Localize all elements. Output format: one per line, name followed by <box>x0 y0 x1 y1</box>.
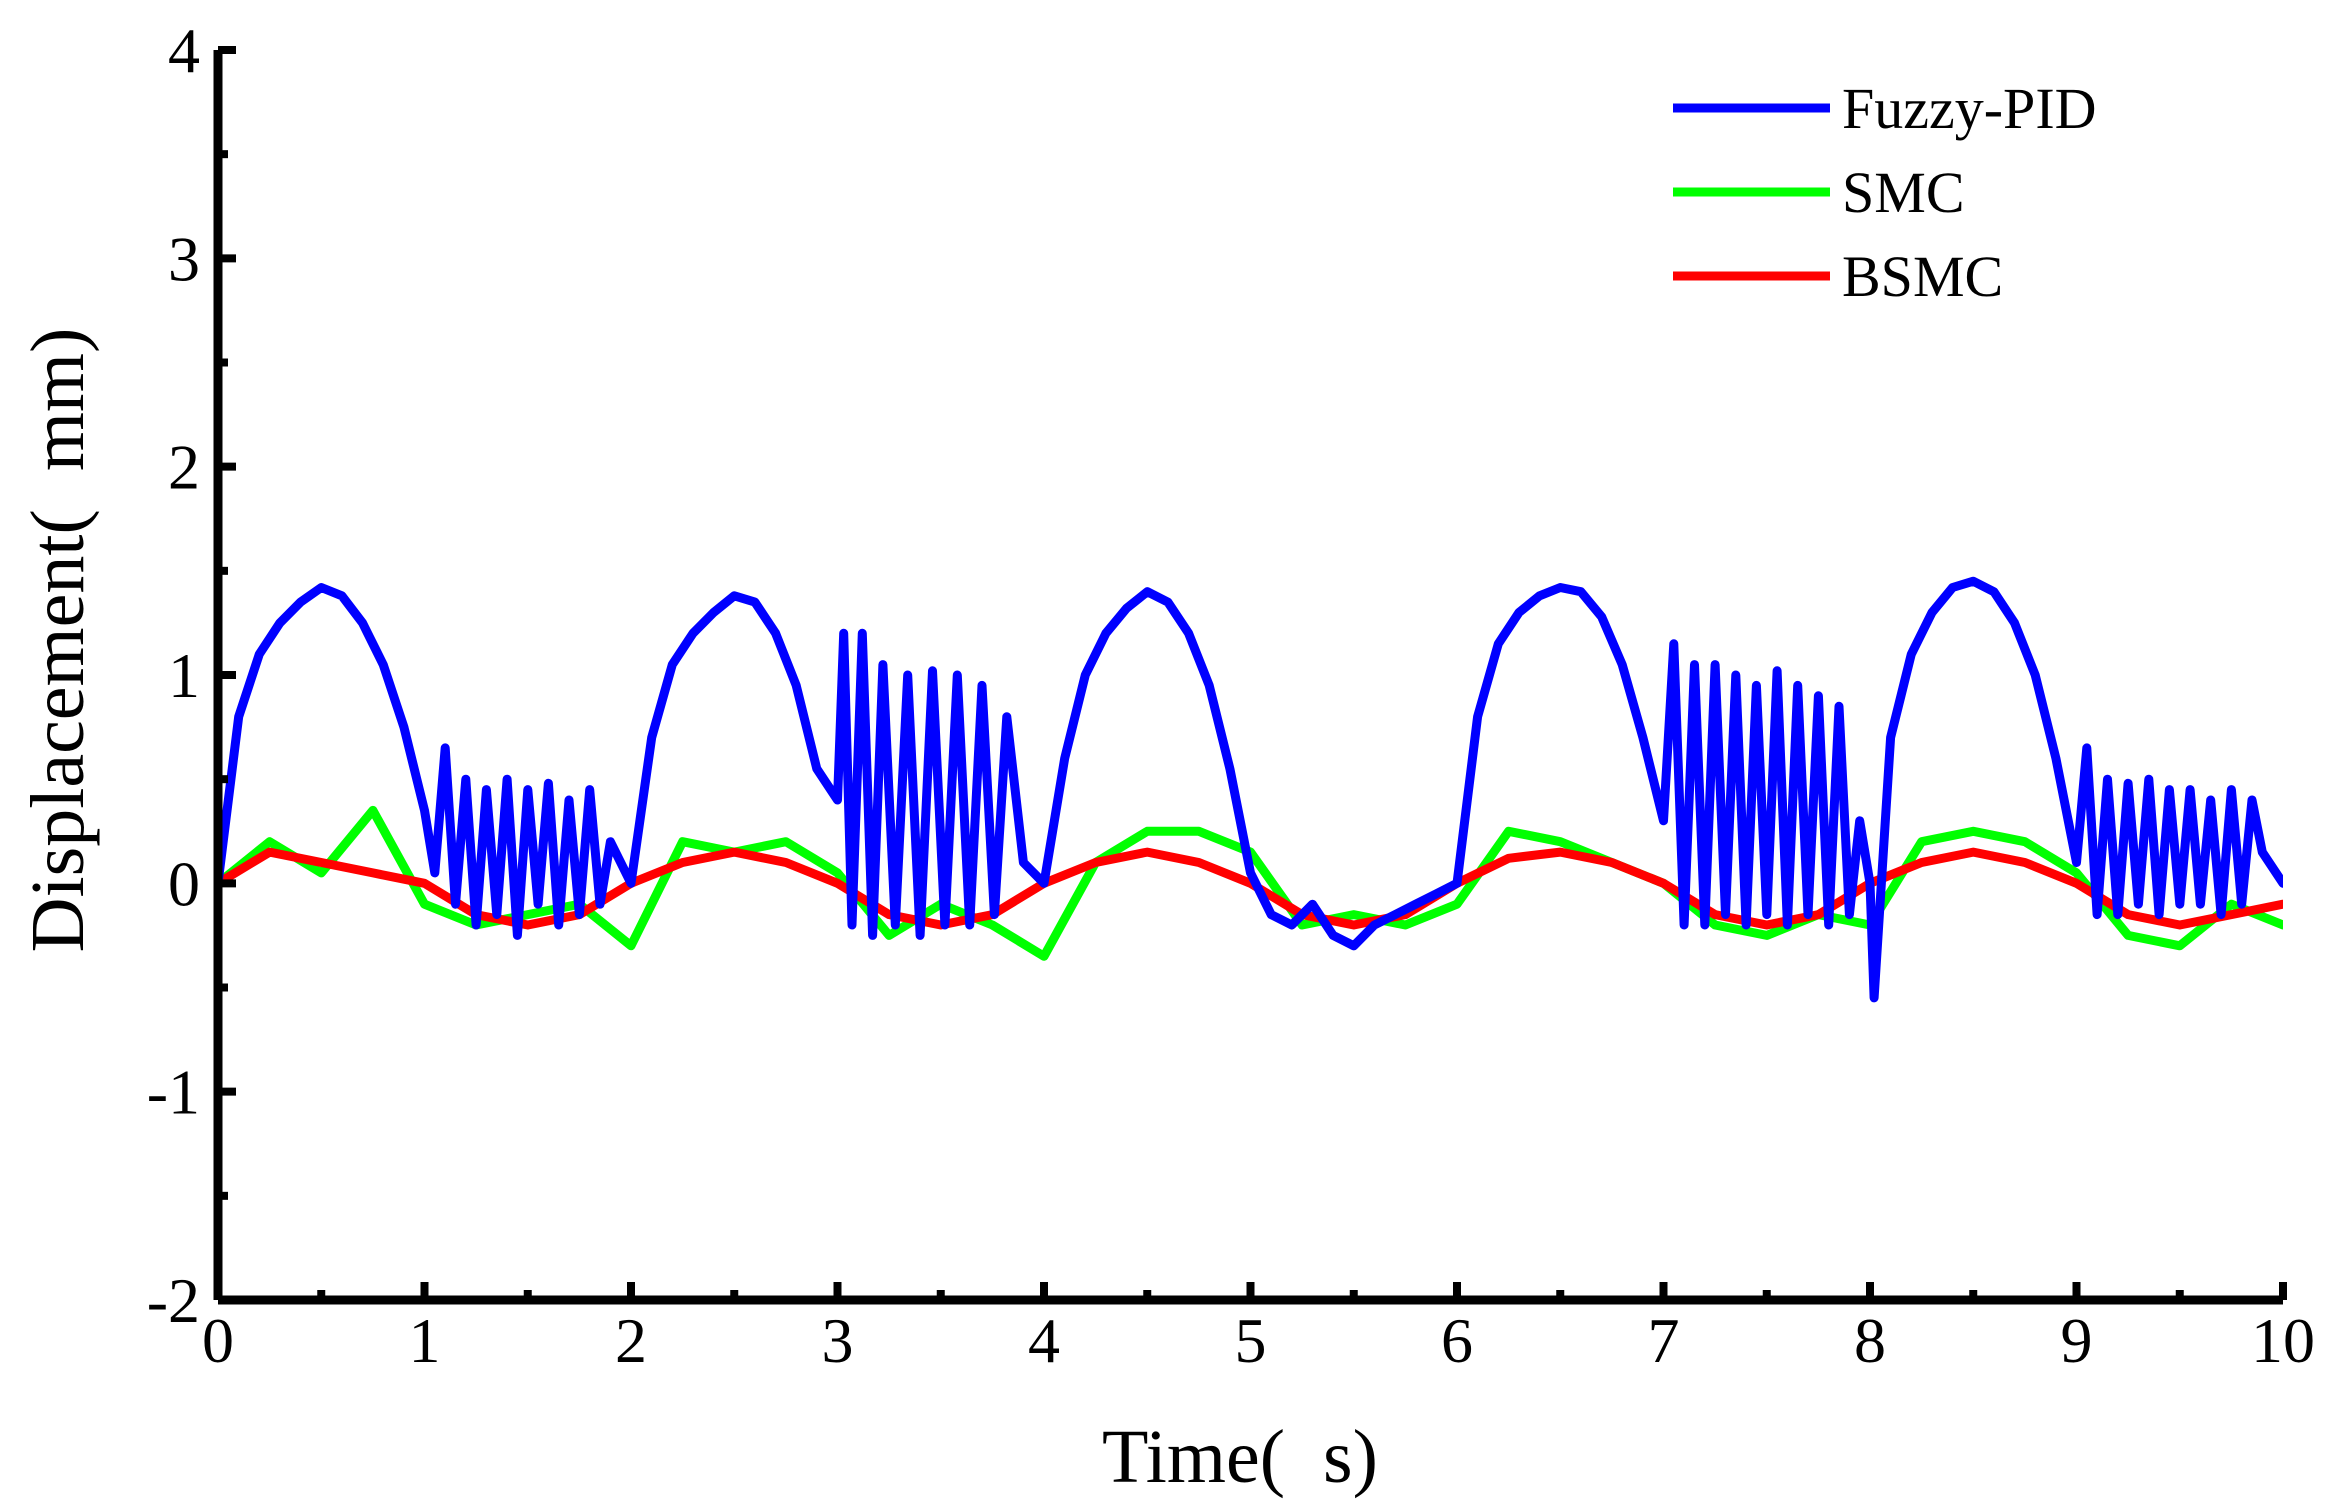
legend-label-smc: SMC <box>1842 160 1965 225</box>
y-tick-label: -1 <box>147 1057 200 1128</box>
y-tick-label: 3 <box>168 223 200 294</box>
series-line-fuzzy-pid <box>218 576 2283 1003</box>
x-tick-label: 6 <box>1441 1305 1473 1376</box>
y-tick-label: 2 <box>168 432 200 503</box>
legend-label-fuzzy-pid: Fuzzy-PID <box>1842 76 2097 141</box>
x-tick-label: 4 <box>1028 1305 1060 1376</box>
axes <box>213 50 2283 1305</box>
y-tick-label: 1 <box>168 640 200 711</box>
legend: Fuzzy-PID SMC BSMC <box>1673 76 2097 309</box>
x-tick-label: 8 <box>1854 1305 1886 1376</box>
tick-labels: 0 1 2 3 4 5 6 7 8 9 10 -2 -1 0 1 2 3 4 <box>147 15 2315 1376</box>
y-tick-label: 4 <box>168 15 200 86</box>
x-tick-label: 9 <box>2061 1305 2093 1376</box>
x-tick-label: 5 <box>1235 1305 1267 1376</box>
y-tick-label: -2 <box>147 1265 200 1336</box>
y-axis-title: Displacement( mm) <box>16 328 100 953</box>
x-tick-label: 0 <box>202 1305 234 1376</box>
y-tick-label: 0 <box>168 848 200 919</box>
x-tick-label: 2 <box>615 1305 647 1376</box>
x-tick-label: 7 <box>1648 1305 1680 1376</box>
plot-area <box>218 576 2283 1003</box>
x-tick-label: 10 <box>2251 1305 2315 1376</box>
x-tick-label: 3 <box>822 1305 854 1376</box>
x-axis-title: Time( s) <box>1102 1415 1378 1499</box>
ticks <box>214 46 2287 1304</box>
x-tick-label: 1 <box>409 1305 441 1376</box>
legend-label-bsmc: BSMC <box>1842 244 2003 309</box>
